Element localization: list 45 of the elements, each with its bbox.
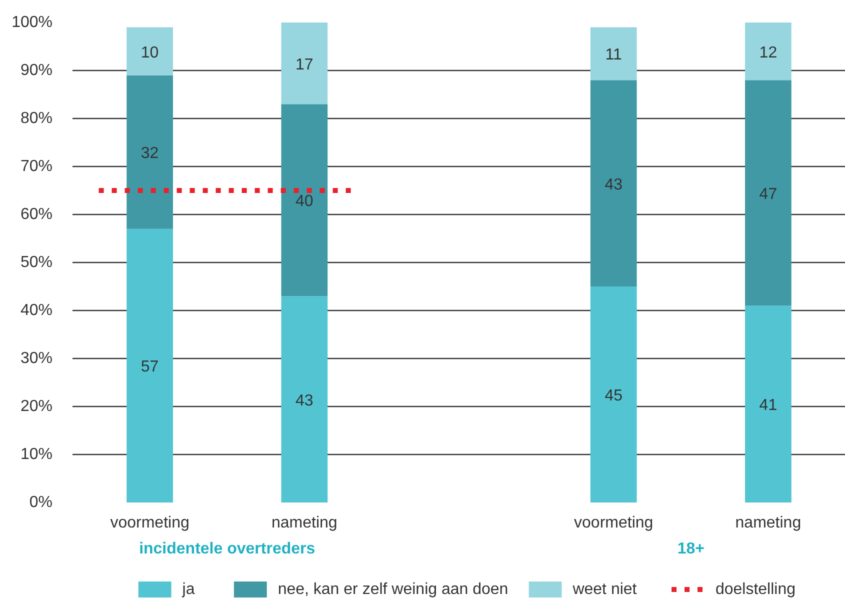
bar	[126, 75, 173, 229]
y-tick-label: 60%	[20, 206, 53, 223]
data-label: 10	[140, 44, 159, 62]
data-label: 43	[604, 176, 623, 194]
x-tick-label: voormeting	[574, 514, 654, 532]
x-tick-label: voormeting	[110, 514, 190, 532]
bar	[281, 296, 328, 502]
y-tick-label: 50%	[20, 254, 53, 271]
y-tick-label: 80%	[20, 110, 53, 127]
data-label: 32	[140, 145, 159, 162]
data-label: 11	[605, 46, 622, 64]
data-label: 47	[759, 186, 778, 203]
bar	[590, 80, 637, 286]
bar	[745, 306, 792, 502]
x-tick-label: nameting	[735, 514, 802, 532]
bar	[590, 27, 637, 80]
y-tick-label: 40%	[20, 302, 53, 319]
data-label: 41	[759, 397, 778, 414]
y-tick-label: 90%	[20, 62, 53, 79]
legend-label: doelstelling	[715, 581, 796, 598]
data-label: 17	[296, 56, 314, 74]
y-tick-label: 30%	[20, 350, 53, 367]
data-label: 12	[759, 44, 778, 62]
data-label: 40	[296, 193, 314, 210]
legend-label: ja	[181, 581, 195, 598]
text: 18+	[677, 540, 704, 558]
data-label: 57	[140, 358, 159, 376]
x-tick-label: nameting	[271, 514, 338, 532]
legend-label: nee, kan er zelf weinig aan doen	[278, 581, 508, 598]
bar	[126, 228, 173, 502]
y-tick-label: 100%	[12, 14, 52, 31]
text: incidentele overtreders	[139, 540, 316, 558]
y-tick-label: 70%	[20, 158, 53, 175]
bar	[590, 286, 637, 502]
data-label: 45	[604, 388, 623, 404]
bar	[745, 22, 792, 80]
bar	[281, 104, 328, 296]
y-tick-label: 0%	[29, 494, 52, 511]
bar	[281, 22, 328, 104]
data-label: 43	[296, 392, 314, 410]
y-tick-label: 10%	[20, 446, 53, 463]
legend-label: weet niet	[572, 581, 638, 598]
y-tick-label: 20%	[20, 398, 53, 415]
bar	[126, 27, 173, 76]
bar	[745, 80, 792, 306]
